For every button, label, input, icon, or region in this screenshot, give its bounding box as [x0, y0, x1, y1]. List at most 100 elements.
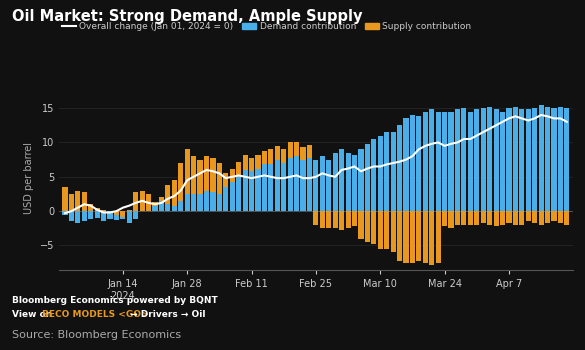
Bar — [320, 211, 325, 228]
Bar — [95, 211, 99, 218]
Bar — [269, 164, 273, 211]
Bar — [166, 204, 170, 211]
Bar — [371, 211, 376, 244]
Bar — [359, 211, 363, 239]
Bar — [127, 210, 132, 211]
Bar — [82, 192, 87, 211]
Bar — [178, 201, 183, 211]
Bar — [63, 211, 67, 215]
Bar — [423, 112, 428, 211]
Bar — [69, 211, 74, 222]
Bar — [101, 211, 106, 222]
Bar — [191, 194, 196, 211]
Bar — [365, 211, 370, 242]
Bar — [539, 105, 543, 211]
Bar — [436, 211, 441, 262]
Bar — [114, 211, 119, 215]
Bar — [404, 118, 408, 211]
Text: View on: View on — [12, 310, 55, 319]
Bar — [552, 211, 556, 222]
Bar — [82, 211, 87, 222]
Text: Source: Bloomberg Economics: Source: Bloomberg Economics — [12, 329, 181, 340]
Bar — [326, 211, 331, 228]
Bar — [539, 211, 543, 225]
Bar — [204, 190, 209, 211]
Bar — [236, 162, 241, 177]
Bar — [88, 211, 93, 219]
Bar — [326, 160, 331, 211]
Bar — [359, 149, 363, 211]
Bar — [371, 139, 376, 211]
Bar — [455, 211, 460, 225]
Bar — [507, 108, 511, 211]
Bar — [101, 210, 106, 211]
Text: Oil Market: Strong Demand, Ample Supply: Oil Market: Strong Demand, Ample Supply — [12, 9, 362, 24]
Bar — [269, 149, 273, 164]
Bar — [320, 156, 325, 211]
Bar — [223, 187, 228, 211]
Bar — [397, 211, 402, 260]
Bar — [565, 108, 569, 211]
Bar — [449, 112, 453, 211]
Bar — [236, 177, 241, 211]
Bar — [95, 208, 99, 211]
Bar — [281, 149, 286, 163]
Bar — [172, 180, 177, 206]
Bar — [481, 108, 486, 211]
Bar — [404, 211, 408, 262]
Bar — [474, 110, 479, 211]
Bar — [159, 197, 164, 201]
Bar — [301, 147, 305, 160]
Bar — [256, 155, 260, 169]
Bar — [558, 107, 563, 211]
Bar — [436, 112, 441, 211]
Bar — [442, 211, 447, 226]
Bar — [140, 190, 144, 211]
Bar — [507, 211, 511, 224]
Bar — [500, 112, 505, 211]
Bar — [166, 185, 170, 204]
Bar — [378, 135, 383, 211]
Bar — [217, 163, 222, 194]
Bar — [487, 107, 492, 211]
Bar — [442, 112, 447, 211]
Bar — [211, 192, 215, 211]
Bar — [417, 211, 421, 260]
Bar — [230, 182, 235, 211]
Bar — [513, 107, 518, 211]
Bar — [69, 194, 74, 211]
Bar — [462, 211, 466, 225]
Bar — [391, 132, 395, 211]
Bar — [185, 194, 190, 211]
Bar — [526, 110, 531, 211]
Bar — [384, 132, 389, 211]
Bar — [494, 110, 498, 211]
Bar — [243, 170, 247, 211]
Bar — [121, 217, 125, 219]
Bar — [487, 211, 492, 225]
Text: Bloomberg Economics powered by BQNT: Bloomberg Economics powered by BQNT — [12, 296, 218, 305]
Bar — [191, 156, 196, 194]
Bar — [281, 163, 286, 211]
Bar — [526, 211, 531, 222]
Bar — [565, 211, 569, 225]
Bar — [429, 110, 434, 211]
Bar — [558, 211, 563, 224]
Bar — [114, 215, 119, 220]
Bar — [481, 211, 486, 224]
Bar — [314, 211, 318, 225]
Bar — [352, 211, 357, 226]
Bar — [397, 125, 402, 211]
Bar — [185, 149, 190, 194]
Bar — [474, 211, 479, 225]
Bar — [249, 158, 254, 171]
Bar — [294, 142, 299, 156]
Bar — [410, 115, 415, 211]
Bar — [391, 211, 395, 252]
Bar — [288, 158, 292, 211]
Bar — [75, 211, 80, 224]
Bar — [378, 211, 383, 249]
Bar — [552, 108, 556, 211]
Bar — [468, 112, 473, 211]
Bar — [314, 160, 318, 211]
